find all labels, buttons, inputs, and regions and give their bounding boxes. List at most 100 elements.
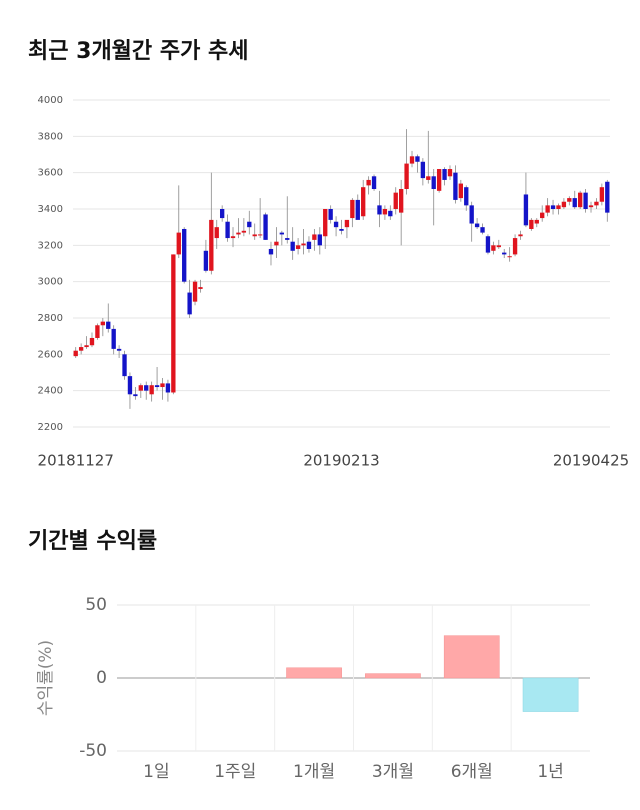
candle-body (442, 169, 447, 180)
candle-body (577, 192, 583, 208)
y-tick-label: 3600 (38, 168, 63, 179)
chart-title: 최근 3개월간 주가 추세 (28, 39, 248, 64)
candle-body (176, 232, 181, 255)
candle-body (599, 187, 605, 202)
candle-body (447, 169, 453, 177)
candle-body (165, 383, 171, 393)
y-tick-label: 2600 (38, 349, 63, 360)
candle-body (556, 205, 561, 209)
candle-body (415, 156, 420, 162)
candle-body (285, 238, 290, 240)
candle-body (219, 209, 225, 219)
bar (522, 677, 579, 712)
candle-body (561, 201, 567, 208)
candle-body (214, 227, 219, 239)
candle-body (116, 348, 122, 351)
candle-body (257, 234, 263, 236)
candle-body (344, 219, 350, 228)
candle-body (312, 234, 317, 240)
x-tick-label: 20181127 (38, 452, 114, 470)
y-tick-label: 3400 (38, 204, 63, 215)
candle-body (328, 209, 333, 220)
candle-body (382, 209, 388, 215)
candle-body (404, 163, 409, 190)
y-axis-label: 수익률(%) (36, 640, 56, 716)
candle-body (138, 385, 143, 391)
candle-body (426, 176, 431, 180)
candle-body (171, 254, 176, 393)
candle-body (420, 161, 426, 179)
candle-body (122, 354, 127, 377)
y-tick-label: 4000 (38, 95, 63, 106)
candle-body (583, 192, 588, 209)
candle-body (409, 156, 415, 164)
candle-body (290, 241, 295, 251)
candle-body (241, 230, 247, 233)
candle-body (252, 234, 257, 237)
candle-body (540, 212, 545, 219)
candle-body (523, 194, 529, 226)
x-tick-label: 20190425 (553, 452, 629, 470)
candle-body (100, 321, 106, 326)
candle-body (512, 238, 518, 255)
candle-body (474, 223, 480, 228)
candle-body (89, 337, 95, 346)
candle-body (355, 199, 360, 220)
candle-body (431, 176, 436, 190)
x-tick-label: 3개월 (372, 762, 414, 782)
candle-body (295, 245, 301, 249)
candle-body (567, 198, 572, 202)
candle-body (192, 281, 198, 302)
candle-body (182, 228, 187, 282)
candle-body (453, 172, 458, 200)
y-tick-label: 0 (96, 668, 107, 688)
x-tick-label: 1일 (143, 762, 169, 782)
candle-body (350, 199, 355, 219)
candle-body (84, 345, 89, 348)
candle-body (398, 189, 404, 213)
bar (443, 635, 500, 679)
candle-body (545, 205, 550, 213)
candle-body (274, 241, 279, 246)
candle-body (502, 252, 507, 255)
candle-body (306, 241, 312, 249)
candle-body (236, 232, 241, 235)
candle-body (458, 183, 464, 199)
chart-title: 기간별 수익률 (28, 529, 157, 554)
y-tick-label: 2400 (38, 386, 63, 397)
candle-body (263, 214, 268, 240)
x-tick-label: 1주일 (214, 762, 256, 782)
candle-body (572, 198, 577, 208)
candle-body (78, 347, 84, 351)
y-tick-label: 3800 (38, 131, 63, 142)
candle-body (268, 248, 274, 255)
candle-body (485, 236, 491, 253)
candle-body (377, 205, 382, 215)
candle-body (588, 205, 594, 208)
candle-body (469, 205, 474, 224)
candle-body (464, 187, 469, 206)
candle-body (187, 292, 192, 315)
candle-body (594, 201, 599, 206)
candle-body (550, 205, 556, 209)
candle-body (209, 219, 214, 271)
candle-body (149, 385, 154, 395)
y-tick-label: 3200 (38, 240, 63, 251)
candle-body (534, 219, 539, 224)
candle-body (333, 221, 339, 228)
candle-body (154, 385, 160, 388)
x-tick-label: 6개월 (451, 762, 493, 782)
candle-body (203, 250, 209, 271)
y-tick-label: 3000 (38, 277, 63, 288)
candle-body (160, 383, 165, 388)
y-tick-label: 2200 (38, 422, 63, 433)
candle-body (507, 256, 512, 258)
candle-body (225, 221, 230, 239)
candle-body (518, 234, 523, 237)
candle-body (317, 234, 322, 246)
candle-body (496, 245, 501, 248)
candle-body (111, 328, 116, 349)
candle-body (339, 228, 344, 231)
candle-body (605, 181, 610, 213)
